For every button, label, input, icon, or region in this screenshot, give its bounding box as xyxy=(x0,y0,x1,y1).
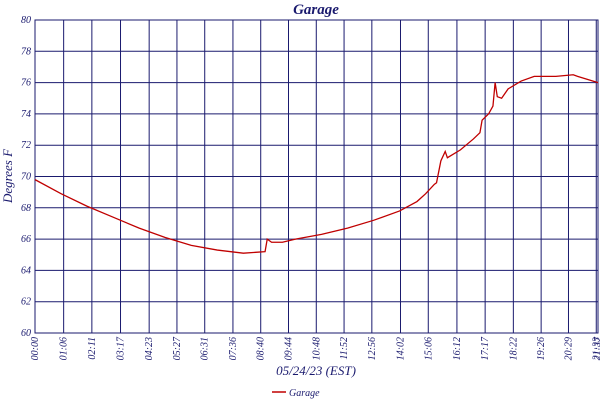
x-tick-label: 06:31 xyxy=(200,337,211,360)
x-tick-label: 14:02 xyxy=(395,337,406,360)
y-tick-label: 76 xyxy=(21,78,31,89)
y-axis-title: Degrees F xyxy=(0,148,15,204)
y-tick-label: 62 xyxy=(21,297,31,308)
x-tick-label: 07:36 xyxy=(228,337,239,360)
x-tick-label: 18:22 xyxy=(508,337,519,360)
x-tick-label: 19:26 xyxy=(536,337,547,360)
y-tick-label: 74 xyxy=(21,109,31,120)
line xyxy=(34,74,599,254)
x-tick-label: 12:56 xyxy=(367,337,378,360)
x-tick-label: 04:23 xyxy=(144,337,155,360)
x-tick-label: 10:48 xyxy=(311,337,322,360)
x-tick-label: 17:17 xyxy=(480,336,491,360)
x-tick-label: 03:17 xyxy=(116,336,127,360)
x-tick-label: 21:37 xyxy=(593,336,600,360)
x-tick-label: 21:33 xyxy=(591,337,600,360)
x-tick-label: 11:52 xyxy=(339,337,350,360)
y-tick-label: 72 xyxy=(21,140,31,151)
x-tick-label: 05:27 xyxy=(172,336,183,360)
x-tick-label: 16:12 xyxy=(452,337,463,360)
x-tick-label: 02:11 xyxy=(87,337,98,360)
x-tick-label: 08:40 xyxy=(256,337,267,360)
y-tick-label: 80 xyxy=(21,15,31,26)
x-tick-label: 09:44 xyxy=(284,337,295,360)
y-tick-label: 70 xyxy=(21,172,31,183)
y-tick-label: 66 xyxy=(21,234,31,245)
x-axis-title: 05/24/23 (EST) xyxy=(276,363,356,378)
x-tick-label: 00:00 xyxy=(30,337,41,360)
y-tick-label: 78 xyxy=(21,46,31,57)
y-tick-label: 68 xyxy=(21,203,31,214)
legend-label: Garage xyxy=(289,388,320,399)
chart-title: Garage xyxy=(293,2,339,18)
y-tick-label: 60 xyxy=(21,328,31,339)
x-tick-label: 15:06 xyxy=(423,337,434,360)
x-tick-label: 20:29 xyxy=(563,337,574,360)
x-tick-label: 01:06 xyxy=(59,337,70,360)
y-tick-label: 64 xyxy=(21,265,31,276)
